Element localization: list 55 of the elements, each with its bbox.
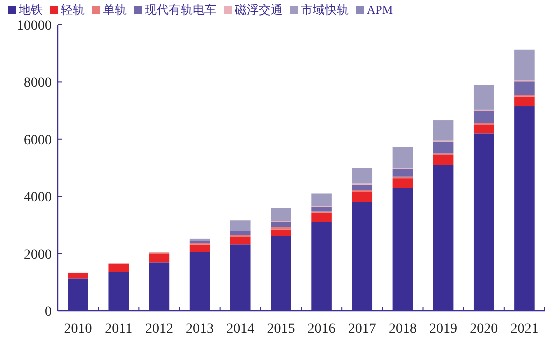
legend-label: 市域快轨 [301,3,349,17]
y-tick-label: 0 [45,305,52,320]
bar [392,168,414,177]
bar [312,212,332,222]
bar [149,254,170,263]
x-tick-label: 2012 [145,322,174,337]
x-tick-label: 2011 [105,322,133,337]
y-tick-label: 8000 [24,76,52,92]
bar [433,120,454,141]
bar [312,194,332,206]
bar [230,220,251,232]
x-tick-label: 2020 [470,322,498,337]
bar [271,222,292,228]
y-tick-label: 10000 [17,19,52,34]
bar [392,178,414,188]
bar [271,227,292,230]
x-tick-label: 2015 [267,322,296,337]
bar [392,147,414,168]
bar [108,264,130,272]
bar [514,82,535,96]
bar [190,244,210,252]
bar [352,168,373,184]
bar [514,96,535,107]
bar [474,85,494,110]
legend-label: 磁浮交通 [234,3,283,17]
x-tick-label: 2018 [388,322,417,337]
legend-label: 轻轨 [61,3,85,17]
bar [230,237,251,245]
bar [433,142,454,154]
x-tick-label: 2010 [64,322,92,337]
bar [352,184,373,190]
y-tick-label: 2000 [24,248,52,263]
y-tick-label: 4000 [24,190,52,206]
bar [474,111,494,124]
bar [68,272,88,279]
y-tick-label: 6000 [24,133,52,148]
bar [190,241,210,244]
bar [433,155,454,166]
bar [312,206,332,212]
bar [474,125,494,134]
legend-label: 现代有轨电车 [145,3,217,17]
legend-label: 地铁 [18,3,43,17]
bar [271,208,292,222]
bar [271,230,292,236]
x-tick-label: 2013 [186,322,214,337]
bar [230,231,251,236]
x-tick-label: 2021 [510,322,539,337]
x-tick-label: 2017 [348,322,376,337]
bar [352,192,373,202]
legend-label: APM [367,3,394,17]
x-tick-label: 2014 [226,322,255,337]
bar [514,50,535,80]
x-tick-label: 2019 [430,322,458,337]
x-tick-label: 2016 [308,322,336,337]
legend-label: 单轨 [103,3,127,17]
